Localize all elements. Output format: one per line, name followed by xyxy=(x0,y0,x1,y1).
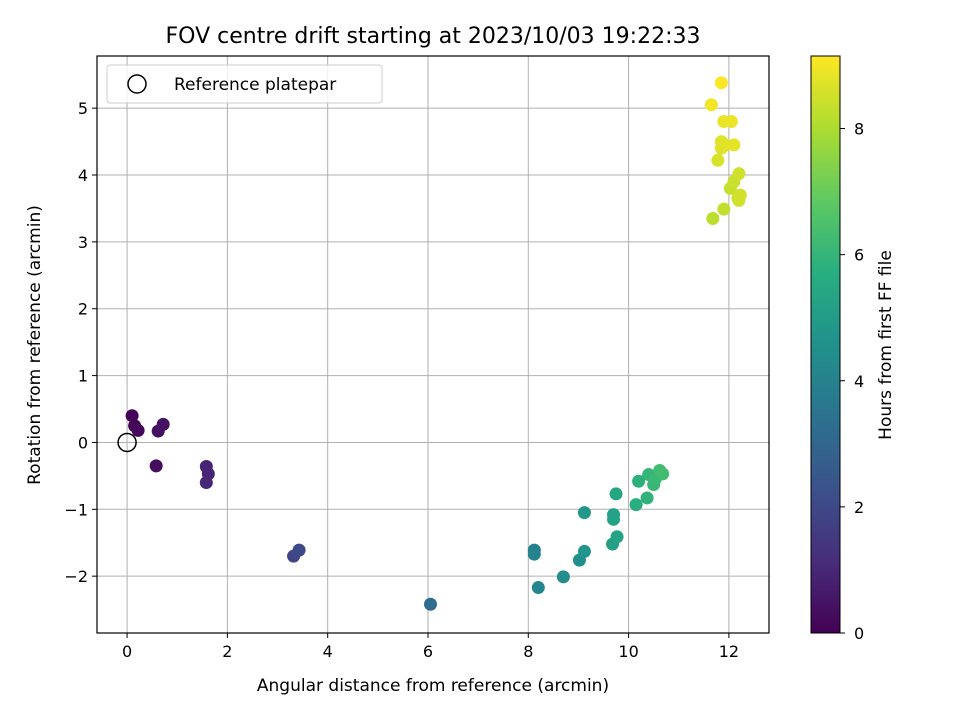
y-axis-label: Rotation from reference (arcmin) xyxy=(25,205,45,485)
data-point xyxy=(732,193,746,207)
x-tick-label: 2 xyxy=(222,642,232,661)
data-point xyxy=(632,474,646,488)
data-point xyxy=(156,417,170,431)
colorbar-tick-label: 4 xyxy=(854,372,864,391)
data-point xyxy=(577,506,591,520)
x-tick-label: 6 xyxy=(423,642,433,661)
y-tick-label: 1 xyxy=(78,367,88,386)
y-tick-label: 5 xyxy=(78,99,88,118)
grid xyxy=(97,56,769,633)
x-tick-label: 4 xyxy=(323,642,333,661)
colorbar-label: Hours from first FF file xyxy=(876,250,896,440)
data-point xyxy=(711,153,725,167)
legend: Reference platepar xyxy=(106,64,383,104)
plot-background xyxy=(97,56,769,633)
data-point xyxy=(556,570,570,584)
data-point xyxy=(629,498,643,512)
data-point xyxy=(717,202,731,216)
data-point xyxy=(640,491,654,505)
legend-label: Reference platepar xyxy=(174,75,336,95)
legend-marker xyxy=(127,74,147,94)
data-point xyxy=(531,581,545,595)
x-tick-label: 10 xyxy=(618,642,638,661)
x-tick-label: 0 xyxy=(122,642,132,661)
y-tick-label: 2 xyxy=(78,300,88,319)
data-points xyxy=(125,76,747,611)
data-point xyxy=(732,167,746,181)
y-tick-label: 3 xyxy=(78,233,88,252)
data-point xyxy=(610,530,624,544)
data-point xyxy=(607,512,621,526)
data-point xyxy=(704,98,718,112)
data-point xyxy=(149,459,163,473)
data-point xyxy=(131,423,145,437)
colorbar xyxy=(810,55,841,634)
data-point xyxy=(724,115,738,129)
data-point xyxy=(706,211,720,225)
plot-frame xyxy=(96,55,770,634)
x-tick-label: 8 xyxy=(523,642,533,661)
y-tick-label: −1 xyxy=(64,500,88,519)
colorbar-tick-label: 8 xyxy=(854,120,864,139)
colorbar-ticks: 0 2 4 6 8 xyxy=(840,120,864,643)
y-tick-label: 0 xyxy=(78,433,88,452)
reference-point-marker xyxy=(117,432,137,453)
data-point xyxy=(727,138,741,152)
data-point xyxy=(577,544,591,558)
data-point xyxy=(527,547,541,561)
colorbar-tick-label: 2 xyxy=(854,498,864,517)
x-tick-label: 12 xyxy=(719,642,739,661)
data-point xyxy=(714,76,728,90)
x-axis-ticks: 0 2 4 6 8 10 12 xyxy=(122,633,739,661)
colorbar-tick-label: 0 xyxy=(854,624,864,643)
y-axis-ticks: −2 −1 0 1 2 3 4 5 xyxy=(64,99,97,586)
chart-title: FOV centre drift starting at 2023/10/03 … xyxy=(166,24,701,49)
data-point xyxy=(199,476,213,490)
data-point xyxy=(292,543,306,557)
x-axis-label: Angular distance from reference (arcmin) xyxy=(257,676,609,696)
data-point xyxy=(609,487,623,501)
data-point xyxy=(423,597,437,611)
colorbar-tick-label: 6 xyxy=(854,246,864,265)
data-point xyxy=(656,467,670,481)
data-point xyxy=(125,409,139,423)
y-tick-label: 4 xyxy=(78,166,88,185)
legend-box xyxy=(106,64,383,104)
y-tick-label: −2 xyxy=(64,567,88,586)
